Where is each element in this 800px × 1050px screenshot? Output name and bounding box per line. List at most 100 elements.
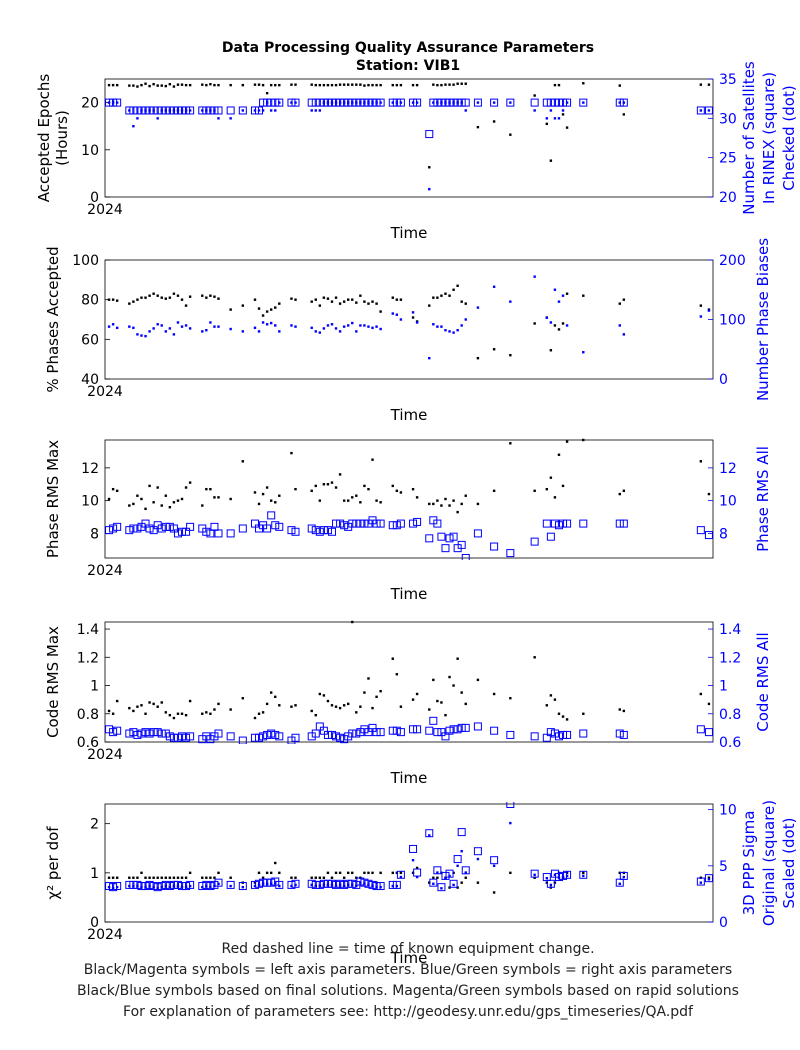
dot-point	[314, 713, 317, 717]
dot-point	[415, 875, 419, 879]
square-point	[449, 532, 458, 541]
right-tick-label: 30	[719, 111, 737, 127]
dot-point	[440, 504, 443, 507]
dot-point	[253, 298, 257, 301]
square-point	[267, 729, 276, 738]
dot-point	[476, 502, 480, 506]
dot-point	[415, 866, 419, 870]
dot-point	[452, 684, 455, 687]
dot-point	[326, 297, 330, 300]
x-axis-label: Time	[390, 585, 428, 603]
square-point	[165, 522, 174, 531]
square-point	[461, 866, 470, 875]
dot-point	[347, 702, 350, 706]
dot-point	[326, 83, 330, 87]
dot-point	[213, 325, 216, 328]
dot-point	[261, 109, 265, 112]
dot-point	[452, 288, 455, 291]
right-tick-label: 8	[719, 526, 728, 542]
square-point	[125, 106, 134, 115]
dot-point	[176, 712, 180, 715]
dot-point	[184, 83, 188, 87]
dot-point	[261, 321, 265, 324]
dot-point	[444, 497, 447, 501]
square-point	[311, 729, 320, 738]
panel-2: 40 60 80 100 0 100 200 2024 Time % Phases Accepte…	[44, 238, 772, 424]
dot-point	[456, 510, 459, 514]
dot-point	[699, 109, 703, 112]
left-axis-label: χ² per dof	[44, 826, 62, 900]
dot-point	[265, 91, 269, 95]
square-point	[307, 879, 316, 888]
right-tick-label: 0.6	[719, 735, 741, 751]
square-point	[275, 98, 284, 107]
square-point	[453, 725, 462, 734]
dot-point	[294, 876, 297, 879]
dot-point	[115, 101, 119, 104]
left-tick-label: 0.6	[77, 735, 99, 751]
dot-point	[213, 295, 216, 298]
dot-point	[399, 491, 403, 494]
dot-point	[371, 326, 374, 330]
square-point	[315, 722, 324, 731]
square-point	[319, 526, 328, 535]
dot-point	[444, 329, 447, 332]
dot-point	[334, 884, 338, 888]
series-1-left-dot	[107, 438, 711, 514]
square-point	[696, 725, 705, 734]
dot-point	[107, 101, 111, 104]
dot-point	[395, 884, 399, 888]
square-point	[490, 98, 499, 107]
dot-point	[359, 881, 362, 884]
dot-point	[164, 884, 167, 888]
dot-point	[355, 494, 358, 497]
square-point	[137, 729, 146, 738]
dot-point	[213, 496, 216, 499]
square-point	[198, 735, 207, 744]
dot-point	[217, 297, 220, 300]
dot-point	[128, 84, 131, 87]
square-point	[425, 130, 434, 139]
dot-point	[371, 871, 374, 875]
square-point	[287, 526, 296, 535]
dot-point	[330, 876, 334, 879]
dot-point	[310, 326, 313, 330]
dot-point	[261, 876, 265, 879]
dot-point	[115, 83, 119, 87]
dot-point	[278, 494, 281, 497]
square-point	[704, 874, 713, 883]
dot-point	[456, 284, 459, 287]
dot-point	[476, 101, 480, 104]
dot-point	[188, 884, 192, 888]
square-point	[149, 728, 158, 737]
square-point	[291, 733, 300, 742]
square-point	[238, 524, 247, 533]
dot-point	[144, 507, 147, 511]
dot-point	[428, 502, 431, 506]
dot-point	[269, 499, 273, 502]
dot-point	[310, 300, 313, 303]
dot-point	[355, 330, 358, 333]
dot-point	[156, 887, 159, 890]
dot-point	[310, 709, 313, 713]
left-axis-label: % Phases Accepted	[44, 246, 62, 392]
dot-point	[432, 83, 435, 86]
dot-point	[148, 484, 151, 488]
dot-point	[509, 101, 512, 104]
dot-point	[582, 712, 585, 715]
dot-point	[338, 83, 342, 86]
dot-point	[269, 321, 273, 325]
dot-point	[152, 109, 155, 112]
dot-point	[229, 708, 232, 711]
dot-point	[351, 871, 354, 875]
dot-point	[565, 718, 569, 721]
dot-point	[148, 294, 151, 297]
dot-point	[342, 300, 346, 303]
square-point	[238, 736, 247, 744]
dot-point	[310, 489, 313, 493]
square-point	[340, 521, 349, 530]
dot-point	[342, 704, 346, 707]
dot-point	[322, 101, 326, 104]
dot-point	[436, 876, 439, 879]
